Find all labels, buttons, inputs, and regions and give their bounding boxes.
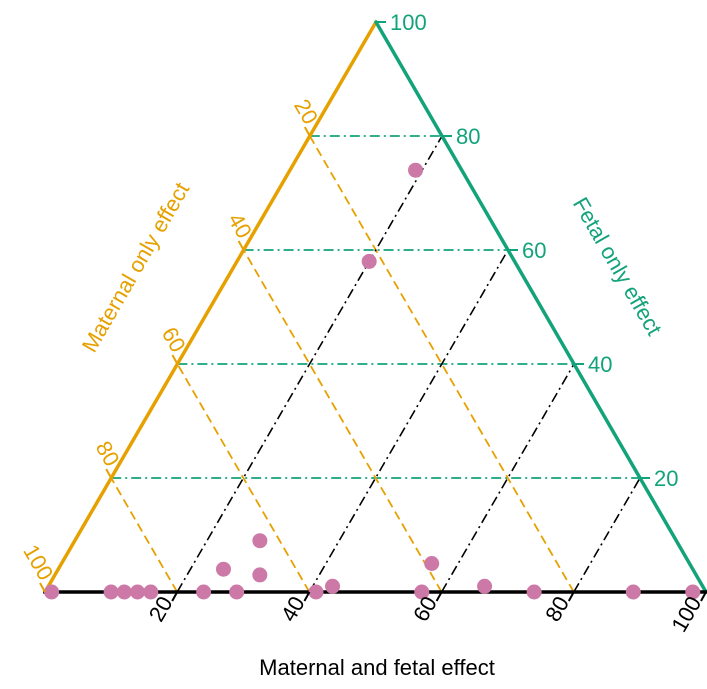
data-point-6 — [196, 585, 211, 600]
data-point-9 — [325, 579, 340, 594]
bottom-tick-label-60: 60 — [408, 592, 442, 626]
data-point-2 — [104, 585, 119, 600]
left-tick-mark-20 — [305, 127, 310, 136]
data-point-18 — [424, 556, 439, 571]
grid-line-maternal-fetal-80 — [574, 478, 640, 592]
data-point-20 — [362, 254, 377, 269]
data-point-17 — [252, 533, 267, 548]
data-point-11 — [477, 579, 492, 594]
grid-lines — [111, 136, 640, 592]
right-tick-label-60: 60 — [522, 238, 546, 263]
data-point-3 — [117, 585, 132, 600]
bottom-tick-label-80: 80 — [540, 592, 574, 626]
data-point-12 — [527, 585, 542, 600]
grid-line-maternal-fetal-40 — [309, 250, 508, 592]
data-point-7 — [229, 585, 244, 600]
data-point-13 — [626, 585, 641, 600]
right-tick-label-80: 80 — [456, 124, 480, 149]
data-point-19 — [408, 163, 423, 178]
grid-line-maternal-only-80 — [111, 478, 177, 592]
data-point-8 — [309, 585, 324, 600]
grid-line-maternal-only-40 — [244, 250, 442, 592]
left-tick-mark-60 — [172, 355, 177, 364]
bottom-axis-label: Maternal and fetal effect — [259, 655, 495, 680]
data-point-16 — [252, 567, 267, 582]
left-tick-mark-100 — [40, 583, 45, 592]
data-point-1 — [44, 585, 59, 600]
bottom-tick-label-40: 40 — [276, 592, 310, 626]
right-tick-label-20: 20 — [654, 466, 678, 491]
data-point-4 — [130, 585, 145, 600]
triangle-axes — [45, 22, 706, 592]
left-tick-mark-40 — [239, 241, 244, 250]
right-tick-label-100: 100 — [390, 10, 427, 35]
left-tick-mark-80 — [106, 469, 111, 478]
right-axis-label: Fetal only effect — [568, 193, 667, 340]
bottom-tick-label-100: 100 — [666, 592, 706, 636]
right-tick-label-40: 40 — [588, 352, 612, 377]
left-axis-line — [45, 22, 376, 592]
data-point-15 — [216, 562, 231, 577]
